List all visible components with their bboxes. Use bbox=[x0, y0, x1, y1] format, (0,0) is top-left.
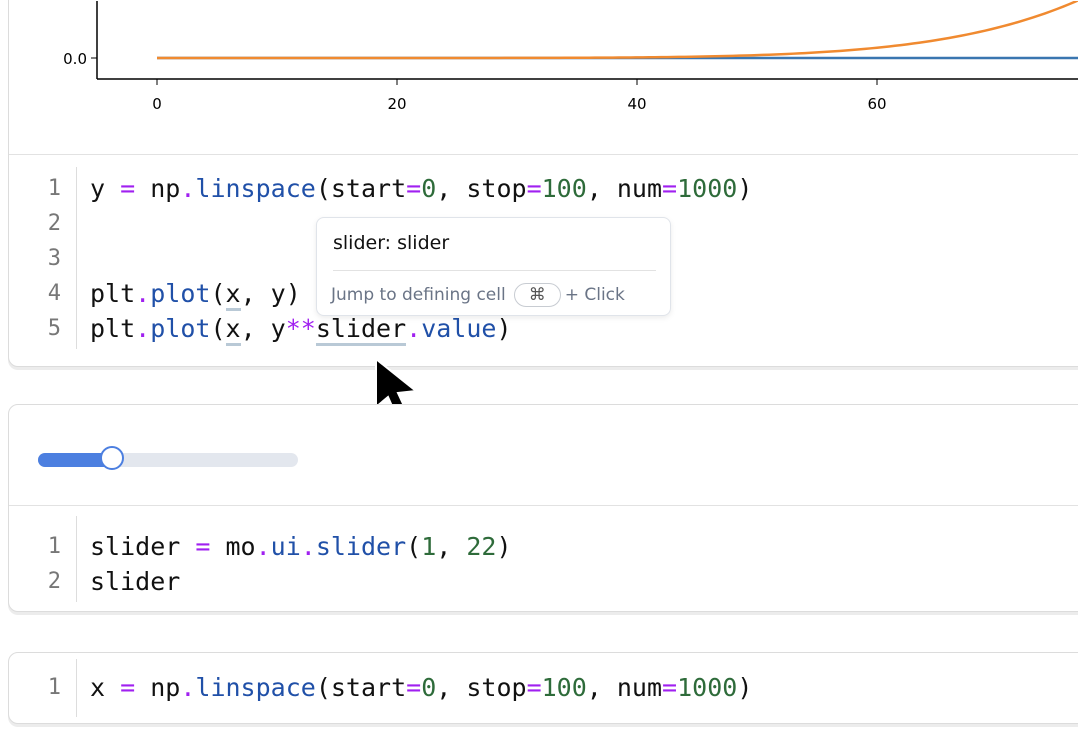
code-line[interactable]: y = np.linspace(start=0, stop=100, num=1… bbox=[90, 174, 753, 203]
line-number: 1 bbox=[47, 176, 61, 201]
line-number: 2 bbox=[47, 569, 61, 594]
x-tick-label: 60 bbox=[867, 95, 886, 113]
hint-suffix: + Click bbox=[564, 285, 625, 305]
x-tick-label: 0 bbox=[152, 95, 162, 113]
line-number: 5 bbox=[47, 316, 61, 341]
series-orange bbox=[157, 1, 1078, 60]
line-number: 1 bbox=[47, 534, 61, 559]
code-line[interactable]: slider = mo.ui.slider(1, 22) bbox=[90, 532, 512, 561]
slider[interactable] bbox=[38, 446, 298, 470]
code-line[interactable]: plt.plot(x, y**slider.value) bbox=[90, 314, 512, 346]
line-number: 2 bbox=[47, 211, 61, 236]
code-line[interactable]: slider bbox=[90, 567, 181, 596]
hover-tooltip: slider: slider Jump to defining cell ⌘ + C… bbox=[316, 217, 671, 316]
line-number: 4 bbox=[47, 281, 61, 306]
code-editor[interactable]: 1 2 slider = mo.ui.slider(1, 22) slider bbox=[9, 506, 1078, 610]
hint-text: Jump to defining cell bbox=[331, 285, 506, 305]
cmd-key: ⌘ bbox=[513, 283, 561, 307]
slider-reference: slider bbox=[315, 314, 407, 346]
x-tick-label: 40 bbox=[627, 95, 646, 113]
code-line[interactable]: plt.plot(x, y) bbox=[90, 279, 301, 311]
code-editor[interactable]: 1 2 3 4 5 y = np.linspace(start=0, stop=… bbox=[9, 157, 1078, 357]
slider-thumb[interactable] bbox=[100, 446, 125, 470]
y-tick-label: 0.0 bbox=[63, 50, 87, 68]
line-number: 1 bbox=[47, 675, 61, 700]
code-editor[interactable]: 1 x = np.linspace(start=0, stop=100, num… bbox=[9, 653, 1078, 723]
code-cell: 1 x = np.linspace(start=0, stop=100, num… bbox=[8, 652, 1078, 724]
x-tick-label: 20 bbox=[387, 95, 406, 113]
tooltip-title: slider: slider bbox=[333, 232, 450, 254]
code-line[interactable]: x = np.linspace(start=0, stop=100, num=1… bbox=[90, 673, 753, 702]
slider-fill bbox=[38, 453, 113, 467]
jump-hint: Jump to defining cell ⌘ + Click bbox=[331, 283, 625, 307]
slider-cell: 1 2 slider = mo.ui.slider(1, 22) slider bbox=[8, 404, 1078, 612]
line-number: 3 bbox=[47, 246, 61, 271]
plot: 0.0 0 20 40 60 bbox=[63, 1, 1078, 113]
